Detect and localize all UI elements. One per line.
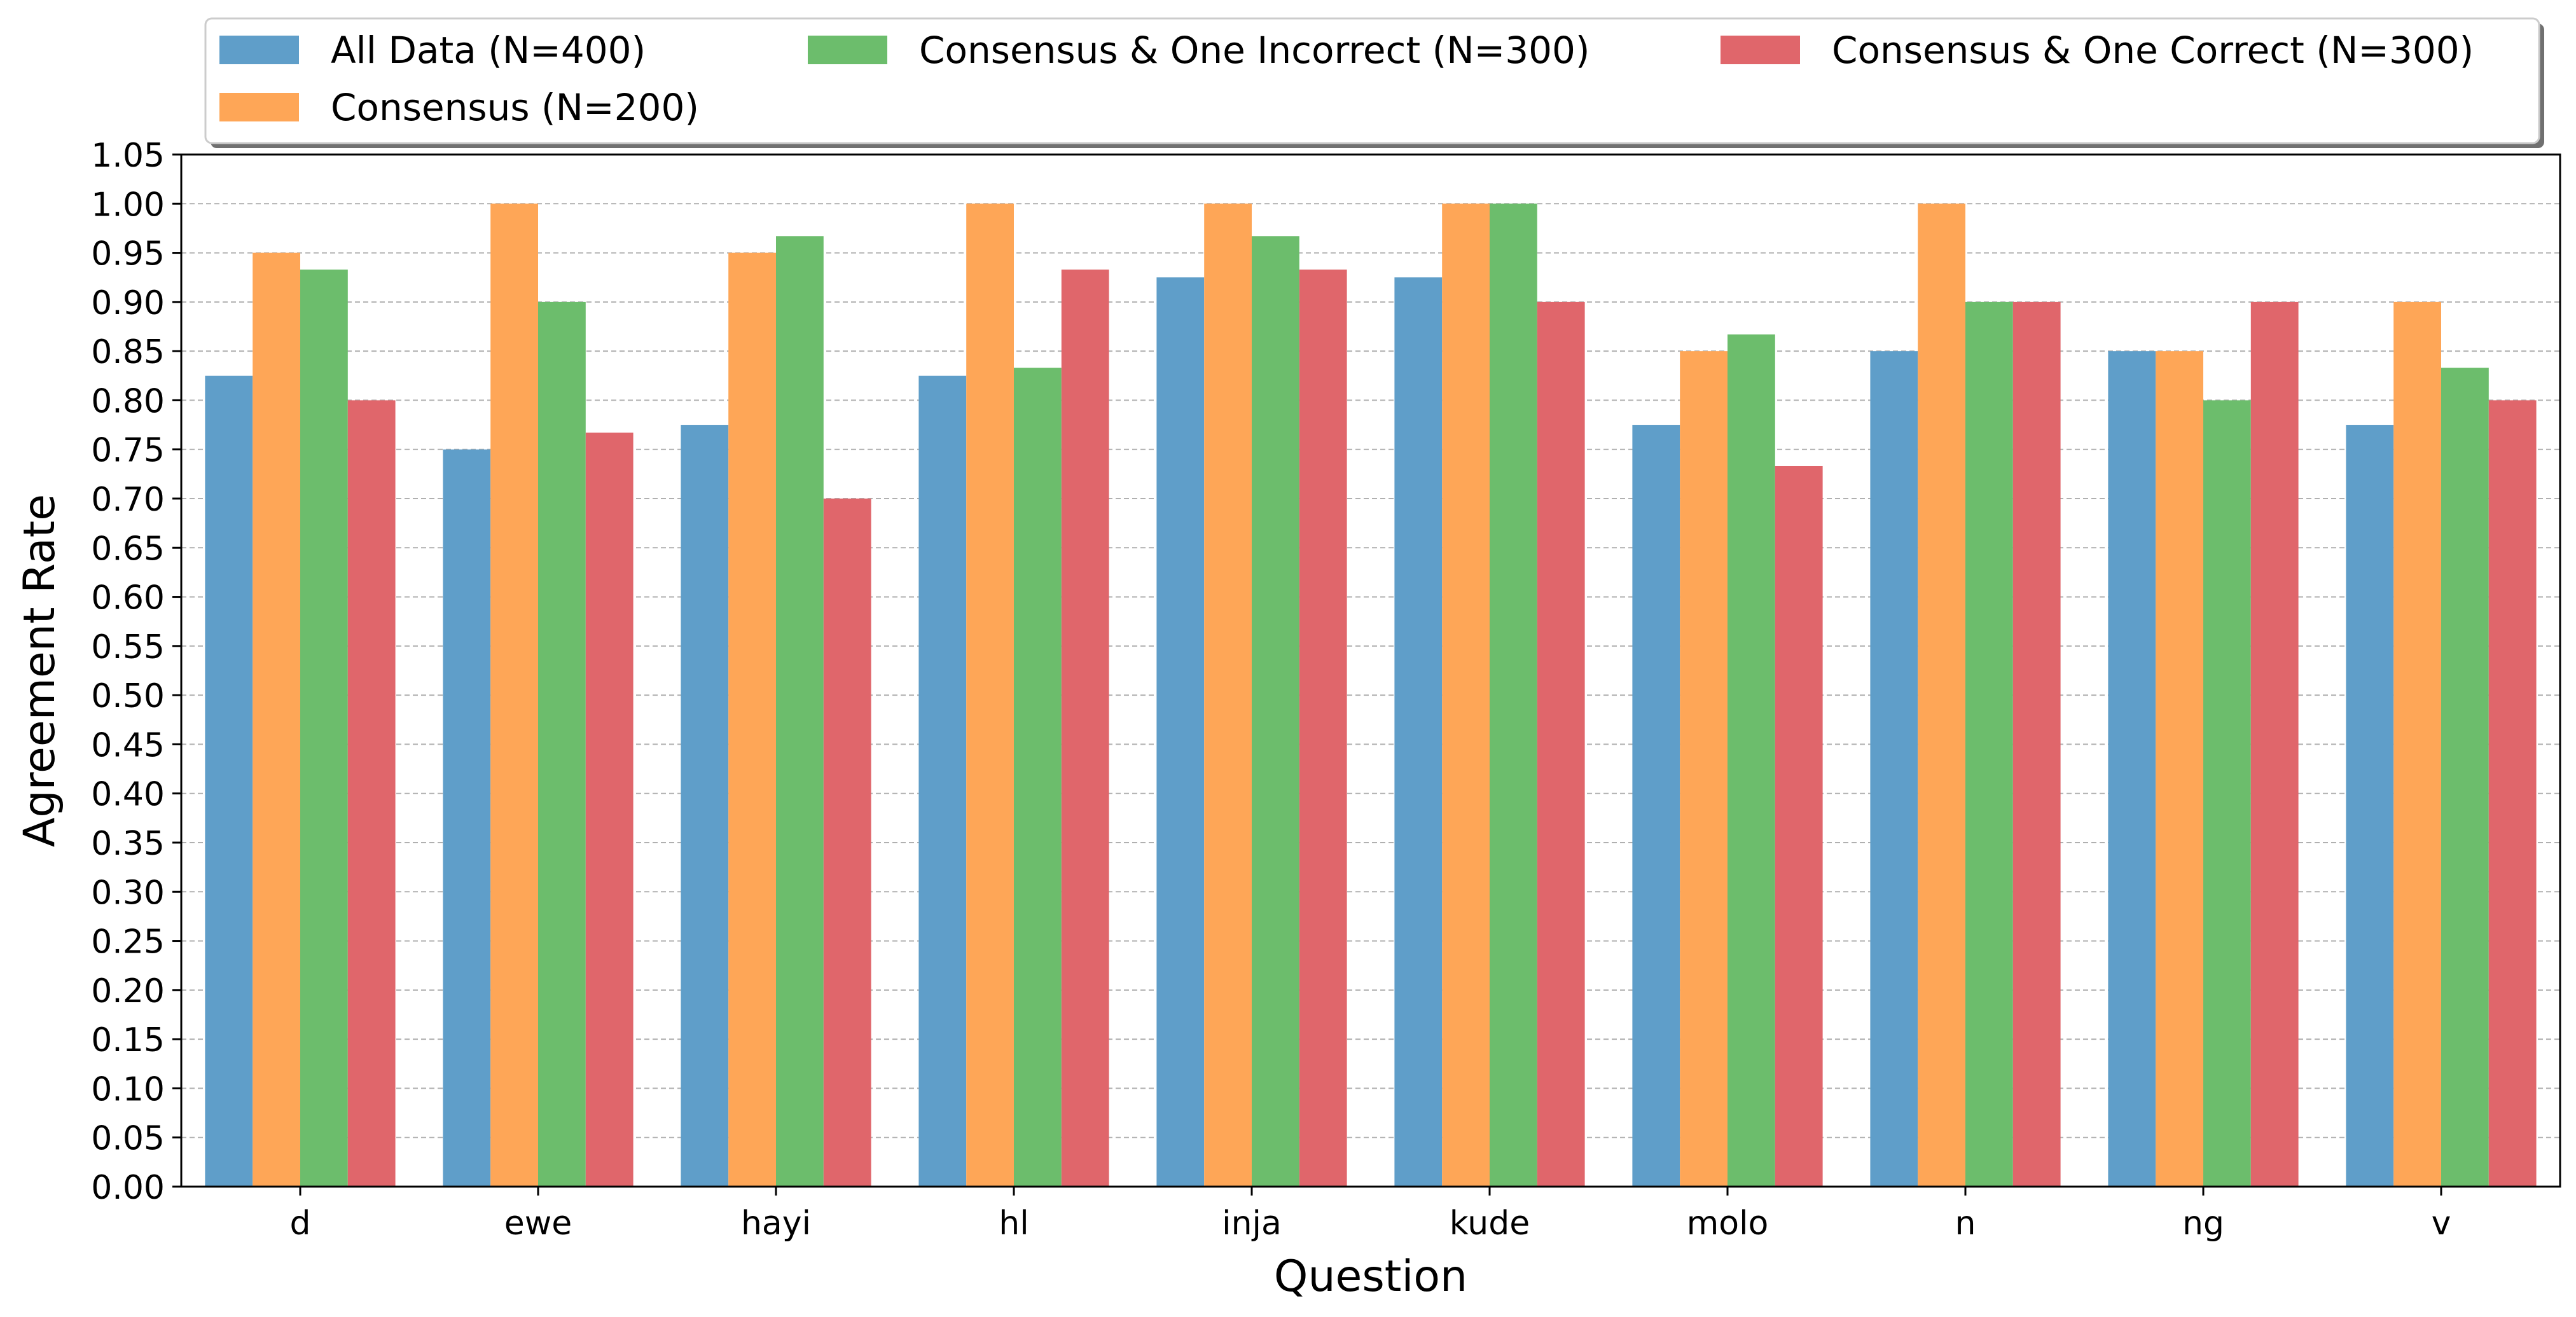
- bar-n-series-1: [1870, 351, 1918, 1187]
- bar-ng-series-2: [2156, 351, 2203, 1187]
- y-tick-label: 0.80: [91, 382, 165, 420]
- bar-hayi-series-3: [776, 236, 824, 1187]
- plot-frame: [180, 153, 2561, 1188]
- x-axis-ticks: d ewe hayi hl inja kude molo n ng v: [289, 1187, 2451, 1243]
- bar-ewe-series-1: [443, 449, 491, 1187]
- bar-hayi-series-1: [681, 425, 729, 1187]
- legend: All Data (N=400) Consensus (N=200) Consens…: [204, 17, 2544, 148]
- x-tick-label: inja: [1222, 1204, 1282, 1243]
- bar-hayi-series-4: [823, 499, 871, 1187]
- y-tick-label: 0.75: [91, 432, 165, 470]
- x-tick-label: hayi: [741, 1204, 811, 1243]
- bar-ng-series-3: [2203, 400, 2251, 1187]
- bar-molo-series-1: [1632, 425, 1680, 1187]
- x-tick-label: d: [289, 1204, 310, 1243]
- bar-v-series-2: [2393, 301, 2441, 1187]
- bar-d-series-1: [205, 375, 253, 1187]
- bar-d-series-2: [253, 252, 300, 1187]
- x-tick-label: kude: [1450, 1204, 1530, 1243]
- bar-inja-series-1: [1156, 277, 1205, 1187]
- y-axis-title: Agreement Rate: [15, 494, 65, 847]
- bars: [205, 203, 2537, 1187]
- bar-v-series-3: [2441, 368, 2489, 1187]
- bar-n-series-3: [1965, 301, 2013, 1187]
- bar-n-series-4: [2012, 301, 2061, 1187]
- bar-ng-series-4: [2250, 301, 2299, 1187]
- x-axis-title: Question: [1274, 1251, 1467, 1302]
- bar-kude-series-3: [1490, 203, 1537, 1187]
- bar-hl-series-3: [1014, 368, 1062, 1187]
- y-tick-label: 0.85: [91, 333, 165, 371]
- y-tick-label: 0.10: [91, 1070, 165, 1108]
- y-tick-label: 0.70: [91, 481, 165, 519]
- x-tick-label: ng: [2182, 1204, 2224, 1243]
- x-tick-label: v: [2432, 1204, 2451, 1243]
- bar-v-series-1: [2346, 425, 2394, 1187]
- y-tick-label: 0.50: [91, 677, 165, 715]
- y-tick-label: 1.00: [91, 186, 165, 224]
- y-tick-label: 0.40: [91, 776, 165, 814]
- bar-ewe-series-2: [490, 203, 538, 1187]
- legend-box: [204, 17, 2540, 144]
- bar-inja-series-3: [1252, 236, 1299, 1187]
- y-tick-label: 0.55: [91, 628, 165, 666]
- y-tick-label: 0.65: [91, 530, 165, 568]
- x-tick-label: hl: [999, 1204, 1028, 1243]
- bar-v-series-4: [2488, 400, 2537, 1187]
- y-tick-label: 0.15: [91, 1021, 165, 1059]
- x-tick-label: molo: [1687, 1204, 1769, 1243]
- y-tick-label: 0.05: [91, 1120, 165, 1158]
- bar-molo-series-3: [1728, 334, 1775, 1187]
- bar-kude-series-2: [1442, 203, 1490, 1187]
- y-tick-label: 0.30: [91, 874, 165, 912]
- y-tick-label: 1.05: [91, 137, 165, 175]
- bar-molo-series-4: [1775, 465, 1823, 1187]
- y-tick-label: 0.90: [91, 284, 165, 322]
- legend-label-4: Consensus & One Correct (N=300): [1832, 29, 2474, 72]
- y-tick-label: 0.95: [91, 235, 165, 273]
- y-tick-label: 0.45: [91, 726, 165, 764]
- legend-swatch-4: [1721, 36, 1800, 64]
- y-tick-label: 0.60: [91, 579, 165, 617]
- bar-ewe-series-3: [538, 301, 586, 1187]
- y-tick-label: 0.00: [91, 1169, 165, 1207]
- bar-kude-series-1: [1394, 277, 1443, 1187]
- y-axis-ticks: 0.00 0.05 0.10 0.15 0.20 0.25 0.30 0.35 0.40 0.45…: [91, 137, 181, 1207]
- legend-swatch-1: [219, 36, 299, 64]
- y-tick-label: 0.25: [91, 923, 165, 962]
- bar-hl-series-4: [1061, 269, 1109, 1187]
- y-tick-label: 0.35: [91, 825, 165, 863]
- bar-inja-series-4: [1299, 269, 1347, 1187]
- y-tick-label: 0.20: [91, 972, 165, 1010]
- bar-ng-series-1: [2108, 351, 2156, 1187]
- bar-d-series-3: [300, 269, 348, 1187]
- bar-molo-series-2: [1680, 351, 1728, 1187]
- bar-hl-series-2: [966, 203, 1014, 1187]
- bar-hayi-series-2: [728, 252, 776, 1187]
- legend-label-2: Consensus (N=200): [331, 86, 699, 129]
- bar-inja-series-2: [1204, 203, 1252, 1187]
- bar-hl-series-1: [918, 375, 967, 1187]
- x-tick-label: ewe: [504, 1204, 572, 1243]
- bar-n-series-2: [1918, 203, 1965, 1187]
- bar-d-series-4: [347, 400, 396, 1187]
- legend-swatch-2: [219, 93, 299, 121]
- bar-kude-series-4: [1537, 301, 1585, 1187]
- bar-ewe-series-4: [585, 432, 634, 1187]
- legend-label-3: Consensus & One Incorrect (N=300): [919, 29, 1590, 72]
- x-tick-label: n: [1955, 1204, 1976, 1243]
- legend-label-1: All Data (N=400): [331, 29, 646, 72]
- legend-swatch-3: [808, 36, 887, 64]
